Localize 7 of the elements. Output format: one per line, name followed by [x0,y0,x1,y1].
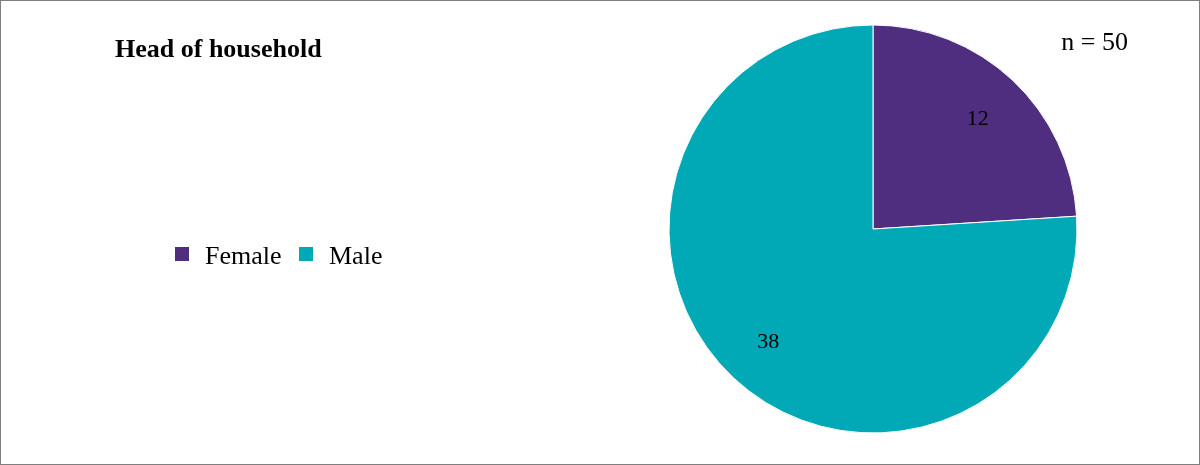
legend-label: Female [205,240,282,270]
text: n = 50 [1061,27,1128,56]
data-label: 38 [757,328,780,354]
data-label: 12 [966,104,989,130]
pie-slice [668,24,1078,434]
chart-title: Head of household [115,34,323,63]
legend-label: Male [329,240,383,270]
